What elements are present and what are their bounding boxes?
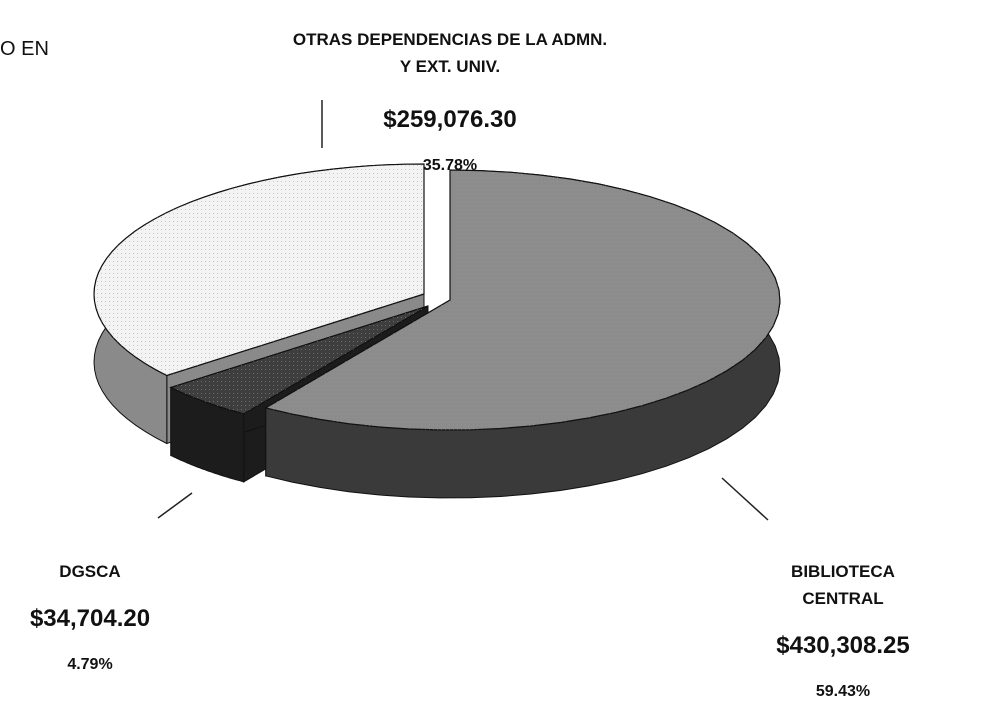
value-label: $259,076.30 [383,106,517,133]
leader-line [157,492,193,519]
slice-texture [170,306,429,414]
value-label: $430,308.25 [776,632,910,659]
value-label: $34,704.20 [29,605,151,632]
chart [93,100,781,521]
slice-texture [94,164,424,376]
percent-label: 59.43% [815,683,871,700]
slice-texture [265,170,780,430]
page: {"chart_data": {"type": "pie3d", "title"… [0,8,910,700]
category-label: BIBLIOTECA CENTRAL [791,562,895,608]
slice-label: OTRAS DEPENDENCIAS DE LA ADMN. Y EXT. UN… [293,8,607,196]
leader-line [721,477,769,521]
slice-label: DGSCA $34,704.20 4.79% [30,540,150,695]
pie [93,163,781,499]
slice-label: BIBLIOTECA CENTRAL $430,308.25 59.43% [771,540,916,722]
category-label: OTRAS DEPENDENCIAS DE LA ADMN. Y EXT. UN… [292,30,608,76]
category-label: DGSCA [59,562,121,581]
percent-label: 4.79% [67,656,113,673]
percent-label: 35.78% [422,157,478,174]
chart-title: O EN [0,38,49,60]
